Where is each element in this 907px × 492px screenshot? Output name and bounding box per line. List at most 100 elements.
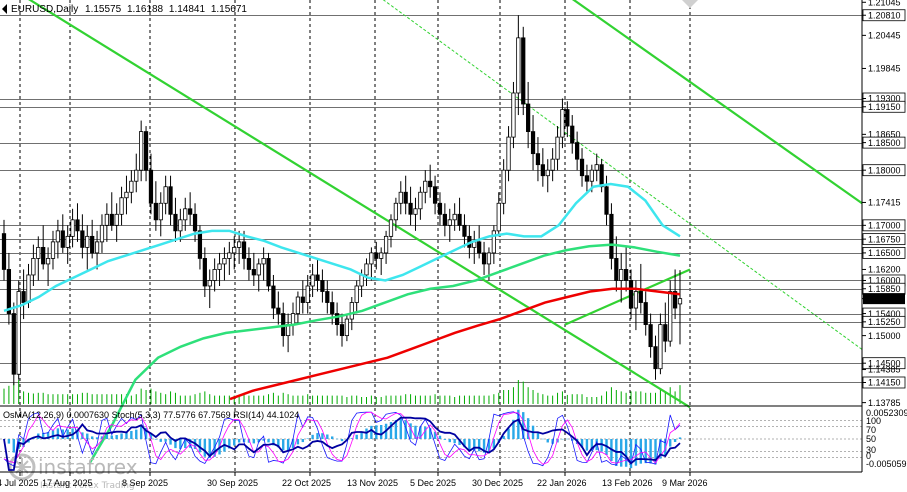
candle[interactable]	[535, 137, 541, 182]
candle[interactable]	[143, 126, 149, 182]
candle[interactable]	[90, 219, 95, 259]
candle[interactable]	[677, 270, 683, 345]
candle[interactable]	[658, 313, 663, 375]
candle[interactable]	[276, 291, 281, 325]
candle[interactable]	[526, 81, 531, 149]
candle[interactable]	[354, 280, 359, 314]
candle[interactable]	[339, 313, 345, 347]
candle[interactable]	[320, 269, 325, 303]
candle[interactable]	[330, 291, 335, 325]
candle[interactable]	[60, 214, 65, 253]
scroll-marker-icon[interactable]	[682, 0, 698, 8]
candle[interactable]	[41, 225, 46, 270]
candles[interactable]	[1, 15, 683, 386]
candle[interactable]	[648, 313, 653, 358]
candle[interactable]	[295, 291, 301, 325]
candle[interactable]	[266, 252, 271, 292]
candle[interactable]	[653, 335, 658, 380]
candle[interactable]	[232, 236, 237, 270]
candle[interactable]	[663, 302, 668, 353]
candle[interactable]	[212, 258, 217, 292]
candle[interactable]	[129, 170, 134, 204]
candle[interactable]	[31, 244, 36, 286]
candle[interactable]	[491, 225, 496, 264]
candle[interactable]	[237, 230, 242, 264]
candle[interactable]	[75, 203, 80, 242]
candle[interactable]	[447, 208, 452, 242]
candle[interactable]	[545, 159, 550, 193]
candle[interactable]	[227, 241, 232, 275]
candle[interactable]	[388, 214, 394, 248]
candle[interactable]	[173, 197, 178, 242]
candle[interactable]	[1, 219, 7, 281]
candle[interactable]	[428, 164, 433, 198]
trendline[interactable]	[20, 0, 691, 409]
candle[interactable]	[575, 131, 580, 171]
candle[interactable]	[124, 175, 129, 215]
candle[interactable]	[310, 263, 315, 298]
candle[interactable]	[506, 126, 511, 182]
candle[interactable]	[188, 192, 193, 226]
candle[interactable]	[251, 252, 256, 286]
candle[interactable]	[565, 101, 570, 138]
candle[interactable]	[364, 258, 369, 286]
candle[interactable]	[462, 214, 467, 248]
trendline[interactable]	[564, 268, 691, 326]
candle[interactable]	[530, 115, 536, 171]
candle[interactable]	[393, 197, 398, 231]
candle[interactable]	[65, 225, 70, 264]
candle[interactable]	[11, 302, 16, 386]
candle[interactable]	[334, 302, 340, 336]
candle[interactable]	[437, 192, 443, 226]
candle[interactable]	[570, 115, 575, 154]
candle[interactable]	[55, 219, 60, 259]
candle[interactable]	[202, 247, 207, 298]
candle[interactable]	[599, 159, 604, 193]
candle[interactable]	[643, 291, 648, 336]
candle[interactable]	[668, 280, 673, 347]
candle[interactable]	[45, 247, 51, 286]
candle[interactable]	[246, 247, 252, 281]
candle[interactable]	[139, 120, 144, 182]
candle[interactable]	[374, 241, 379, 270]
candle[interactable]	[418, 186, 423, 220]
candle[interactable]	[178, 208, 183, 242]
candle[interactable]	[192, 203, 198, 242]
candle[interactable]	[452, 203, 457, 231]
candle[interactable]	[383, 230, 389, 264]
candle[interactable]	[70, 208, 75, 248]
candle[interactable]	[516, 15, 521, 116]
trendline[interactable]	[375, 0, 863, 350]
candle[interactable]	[501, 159, 506, 215]
trendline[interactable]	[565, 0, 863, 205]
candle[interactable]	[379, 247, 384, 275]
candle[interactable]	[477, 225, 482, 259]
candle[interactable]	[413, 197, 418, 231]
candle[interactable]	[153, 181, 158, 231]
candle[interactable]	[80, 214, 85, 259]
candle[interactable]	[550, 148, 555, 182]
candle[interactable]	[21, 269, 26, 320]
candle[interactable]	[148, 153, 154, 215]
candle[interactable]	[119, 186, 124, 226]
candle[interactable]	[50, 230, 56, 270]
candle[interactable]	[300, 280, 305, 314]
candle[interactable]	[423, 170, 428, 204]
candle[interactable]	[432, 175, 438, 215]
candle[interactable]	[609, 203, 614, 270]
candle[interactable]	[85, 225, 90, 270]
candle[interactable]	[521, 26, 526, 116]
candle[interactable]	[217, 252, 222, 286]
candle[interactable]	[540, 148, 545, 187]
candle[interactable]	[628, 269, 634, 320]
candle[interactable]	[403, 175, 408, 215]
candle[interactable]	[481, 241, 487, 275]
candle[interactable]	[222, 247, 227, 281]
candle[interactable]	[104, 203, 109, 242]
candle[interactable]	[16, 280, 21, 380]
candle[interactable]	[408, 186, 413, 226]
candle[interactable]	[594, 153, 599, 182]
candle[interactable]	[207, 269, 212, 309]
candle[interactable]	[624, 247, 629, 292]
